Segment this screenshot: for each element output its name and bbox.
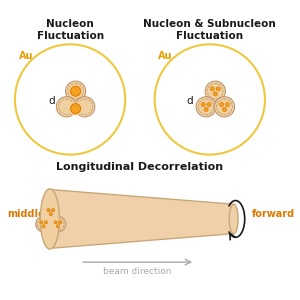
Circle shape: [50, 216, 66, 232]
Circle shape: [222, 107, 227, 112]
Circle shape: [54, 221, 57, 224]
Circle shape: [47, 208, 50, 212]
Circle shape: [70, 86, 81, 96]
Circle shape: [44, 221, 47, 224]
Circle shape: [200, 102, 206, 107]
Circle shape: [44, 220, 48, 224]
Circle shape: [212, 91, 218, 97]
Circle shape: [225, 103, 230, 106]
Circle shape: [207, 103, 211, 106]
Circle shape: [223, 107, 226, 112]
Circle shape: [59, 221, 62, 224]
Circle shape: [216, 87, 220, 91]
Circle shape: [49, 212, 52, 216]
Circle shape: [210, 86, 215, 92]
Text: Nucleon
Fluctuation: Nucleon Fluctuation: [37, 20, 104, 41]
Text: forward: forward: [252, 209, 295, 219]
Circle shape: [43, 204, 59, 220]
Circle shape: [56, 224, 60, 229]
Circle shape: [206, 102, 212, 107]
Text: beam direction: beam direction: [103, 267, 172, 276]
Circle shape: [219, 102, 224, 107]
Circle shape: [205, 81, 225, 101]
Circle shape: [70, 103, 81, 114]
Circle shape: [203, 107, 209, 112]
Text: d: d: [186, 96, 193, 106]
Circle shape: [51, 208, 55, 212]
Circle shape: [39, 220, 44, 224]
Ellipse shape: [229, 204, 238, 234]
Circle shape: [214, 97, 235, 117]
Circle shape: [36, 216, 52, 232]
Circle shape: [52, 208, 55, 212]
Text: d: d: [48, 96, 55, 106]
Circle shape: [46, 208, 51, 212]
Circle shape: [56, 97, 76, 117]
Circle shape: [58, 220, 62, 224]
Circle shape: [53, 220, 58, 224]
Circle shape: [65, 81, 86, 101]
Circle shape: [75, 97, 95, 117]
Circle shape: [204, 107, 208, 112]
Text: Nucleon & Subnucleon
Fluctuation: Nucleon & Subnucleon Fluctuation: [143, 20, 276, 41]
Circle shape: [220, 103, 224, 106]
Text: Longitudinal Decorrelation: Longitudinal Decorrelation: [56, 162, 224, 172]
Circle shape: [69, 102, 82, 116]
Polygon shape: [50, 190, 234, 248]
Circle shape: [49, 212, 53, 216]
Circle shape: [42, 225, 45, 228]
Text: middle: middle: [8, 209, 45, 219]
Circle shape: [210, 87, 214, 91]
Text: Au: Au: [158, 51, 173, 61]
Circle shape: [41, 224, 46, 229]
Circle shape: [40, 221, 43, 224]
Circle shape: [215, 86, 221, 92]
Circle shape: [69, 84, 82, 98]
Ellipse shape: [40, 189, 59, 249]
Circle shape: [56, 225, 59, 228]
Circle shape: [225, 102, 230, 107]
Circle shape: [201, 103, 205, 106]
Circle shape: [196, 97, 216, 117]
Text: Au: Au: [19, 51, 33, 61]
Circle shape: [213, 92, 217, 96]
